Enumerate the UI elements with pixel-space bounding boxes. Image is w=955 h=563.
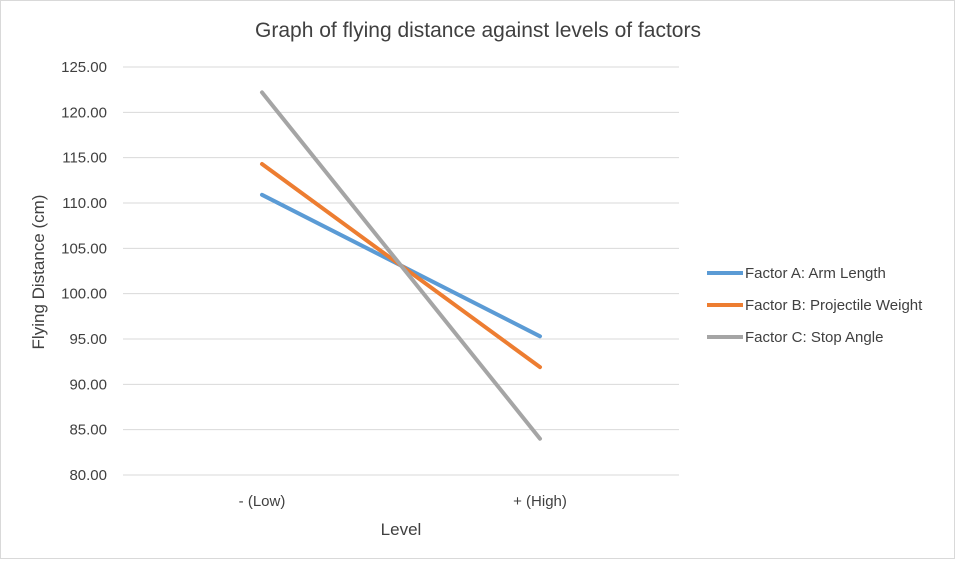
x-axis-label: Level	[381, 520, 422, 539]
y-tick-label: 100.00	[61, 286, 107, 303]
y-tick-label: 105.00	[61, 240, 107, 257]
x-axis-ticks: - (Low) + (High)	[239, 493, 567, 510]
legend: Factor A: Arm Length Factor B: Projectile…	[707, 265, 923, 346]
x-tick-label: + (High)	[513, 493, 567, 510]
x-tick-label: - (Low)	[239, 493, 286, 510]
series-lines	[260, 90, 542, 441]
legend-label: Factor B: Projectile Weight	[745, 297, 923, 314]
y-tick-label: 110.00	[62, 195, 107, 212]
y-tick-label: 120.00	[61, 104, 107, 121]
chart-title: Graph of flying distance against levels …	[255, 19, 701, 42]
y-tick-label: 90.00	[69, 376, 107, 393]
legend-label: Factor A: Arm Length	[745, 265, 886, 282]
y-tick-label: 95.00	[69, 331, 107, 348]
gridlines	[123, 66, 679, 476]
y-axis-ticks: 80.00 85.00 90.00 95.00 100.00 105.00 110.00 11…	[61, 59, 107, 484]
y-axis-label: Flying Distance (cm)	[29, 195, 48, 350]
y-tick-label: 80.00	[69, 467, 107, 484]
series-line	[260, 90, 542, 441]
y-tick-label: 125.00	[61, 59, 107, 76]
y-tick-label: 85.00	[69, 422, 107, 439]
y-tick-label: 115.00	[62, 150, 107, 167]
legend-label: Factor C: Stop Angle	[745, 329, 883, 346]
